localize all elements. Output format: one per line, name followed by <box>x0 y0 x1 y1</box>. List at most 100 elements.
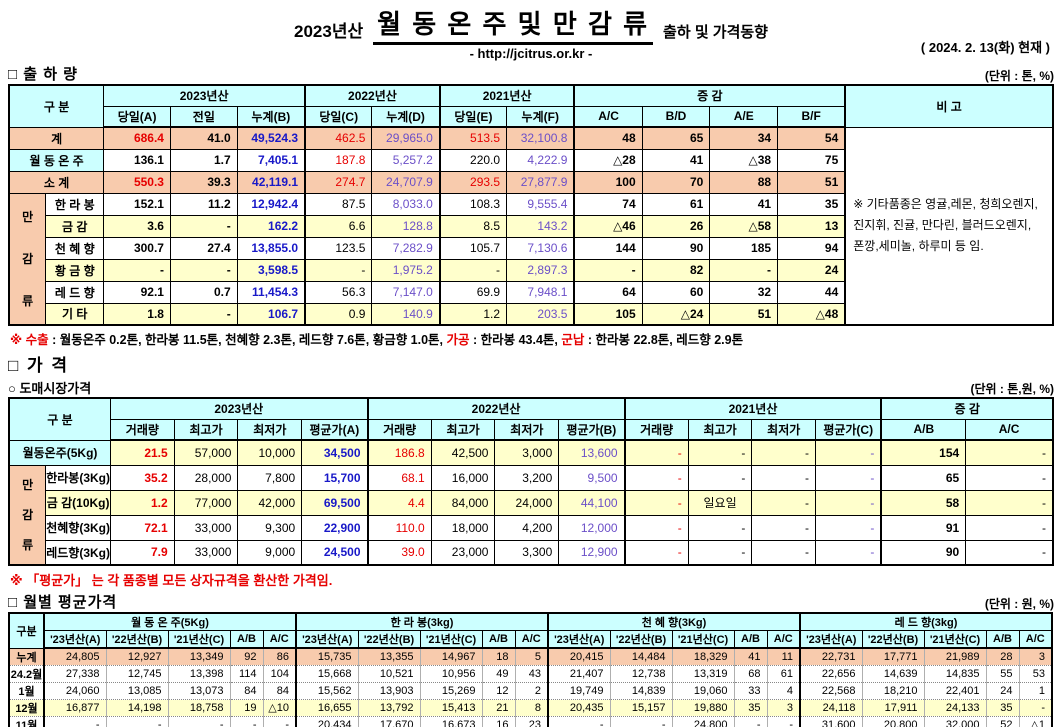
cell: 128.8 <box>371 214 441 238</box>
footnote-segment: 군납 <box>561 333 585 347</box>
wholesale-subheading: ○ 도매시장가격 <box>8 381 92 396</box>
cell: 4.4 <box>366 489 432 516</box>
cell: - <box>815 539 882 566</box>
cell: 84,000 <box>430 489 496 516</box>
cell: 7,948.1 <box>506 280 575 304</box>
cell: - <box>623 514 689 541</box>
header-cell: 거래량 <box>623 418 689 441</box>
cell: 105.7 <box>438 236 508 260</box>
cell: - <box>965 439 1054 466</box>
table-row: 레드향(3Kg) 7.9 33,000 9,000 24,500 39.0 23,000 3,… <box>9 539 1054 566</box>
cell: - <box>687 539 753 566</box>
table-row: 월 동 온 주 136.1 1.7 7,405.1 187.8 5,257.2 220.0 4… <box>8 148 1053 172</box>
cell: 53 <box>1018 664 1052 682</box>
cell: 22,731 <box>799 647 862 665</box>
cell: 74 <box>573 192 643 216</box>
cell: 550.3 <box>103 170 171 194</box>
cell: 49 <box>481 664 515 682</box>
cell: 44,100 <box>558 489 626 516</box>
cell: 0.7 <box>169 280 238 304</box>
header-cell: 구 분 <box>8 84 105 128</box>
footnote-segment: : 한라봉 43.4톤, <box>469 333 562 347</box>
cell: 14,639 <box>861 664 924 682</box>
cell: - <box>262 715 296 727</box>
cell: 42,500 <box>430 439 496 466</box>
table-row: 만 감 류 한라봉(3Kg) 35.2 28,000 7,800 15,700 68.1 16… <box>8 464 1054 566</box>
cell: 천 혜 향 <box>45 236 105 260</box>
header-cell: '21년산(C) <box>167 630 231 649</box>
cell: 32,100.8 <box>506 126 575 150</box>
cell: - <box>609 715 672 727</box>
header-cell: 2022년산 <box>366 397 626 420</box>
cell: 12,745 <box>105 664 168 682</box>
cell: 13,355 <box>357 647 420 665</box>
cell: 69,500 <box>301 489 369 516</box>
cell: 61 <box>641 192 711 216</box>
header-cell: A/B <box>880 418 967 441</box>
cell: 4,222.9 <box>506 148 575 172</box>
cell: △24 <box>641 302 711 326</box>
cell: 75 <box>777 148 846 172</box>
cell: 24 <box>777 258 846 282</box>
cell: 68.1 <box>366 464 432 491</box>
header-cell: B/D <box>641 105 711 128</box>
cell: 33 <box>733 681 767 699</box>
cell: 88 <box>709 170 779 194</box>
price-table-container: 구 분 2023년산 2022년산 2021년산 증 감 거래량 최고가 최저가 평균가(A) 거… <box>8 397 1054 566</box>
header-cell: 구분 <box>8 612 45 649</box>
cell: 32,000 <box>923 715 986 727</box>
cell: 12,942.4 <box>236 192 306 216</box>
cell: 21,989 <box>923 647 986 665</box>
header-cell: 월 동 온 주(5Kg) <box>43 612 297 631</box>
cell: 누계 <box>9 647 44 665</box>
cell: - <box>733 715 767 727</box>
cell: 13 <box>777 214 846 238</box>
cell: - <box>751 539 817 566</box>
cell: - <box>105 715 168 727</box>
cell: - <box>965 514 1054 541</box>
cell: 13,349 <box>167 647 230 665</box>
cell: 14,839 <box>609 681 672 699</box>
cell: 64 <box>573 280 643 304</box>
cell: 17,771 <box>861 647 924 665</box>
cell: - <box>815 514 882 541</box>
cell: 90 <box>880 539 967 566</box>
cell: 8 <box>514 698 548 716</box>
cell: - <box>229 715 263 727</box>
cell: 686.4 <box>103 126 171 150</box>
header-row: 구분 월 동 온 주(5Kg) 한 라 봉(3kg) 천 혜 향(3Kg) 레 드 향(… <box>8 612 1053 649</box>
cell: 108.3 <box>438 192 508 216</box>
cell: 16,673 <box>419 715 482 727</box>
cell: 24,805 <box>43 647 106 665</box>
cell: 55 <box>985 664 1019 682</box>
cell: 35 <box>985 698 1019 716</box>
cell: 27.4 <box>169 236 238 260</box>
cell: 8,033.0 <box>371 192 441 216</box>
title-block: 2023년산 월 동 온 주 및 만 감 류 출하 및 가격동향 - http:… <box>8 4 1054 61</box>
cell: 16 <box>481 715 515 727</box>
cell: 51 <box>709 302 779 326</box>
cell: 23,000 <box>430 539 496 566</box>
cell: 7,800 <box>237 464 303 491</box>
monthly-unit: (단위 : 원, %) <box>984 597 1054 611</box>
cell: 14,967 <box>419 647 482 665</box>
cell: 84 <box>262 681 296 699</box>
site-url: - http://jcitrus.or.kr - <box>469 46 593 61</box>
header-cell: 구 분 <box>8 397 112 441</box>
cell: 44 <box>777 280 846 304</box>
cell: 17,911 <box>861 698 924 716</box>
cell: 41 <box>733 647 767 665</box>
header-cell: 2021년산 <box>438 84 575 107</box>
cell: 48 <box>573 126 643 150</box>
header-cell: '23년산(A) <box>295 630 359 649</box>
cell: 187.8 <box>304 148 373 172</box>
cell: 12,900 <box>558 539 626 566</box>
header-cell: B/F <box>777 105 846 128</box>
header-cell: 비 고 <box>844 84 1054 128</box>
title-suffix: 출하 및 가격동향 <box>663 24 768 41</box>
cell: - <box>43 715 106 727</box>
header-cell: A/B <box>733 630 768 649</box>
cell: 24.2월 <box>9 664 44 682</box>
header-cell: 당일(A) <box>103 105 171 128</box>
